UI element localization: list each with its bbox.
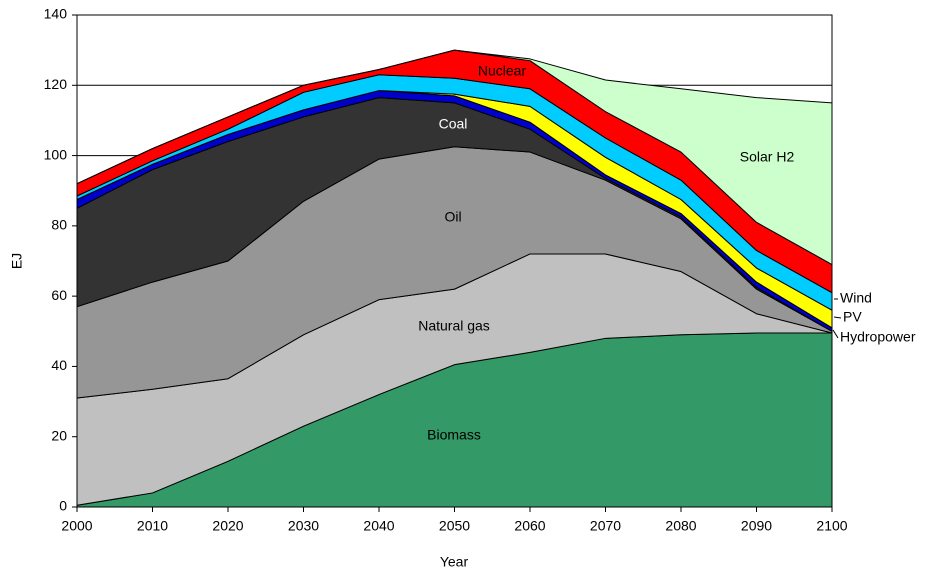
y-tick-label: 40 xyxy=(51,357,67,373)
y-tick-label: 140 xyxy=(44,6,68,22)
series-label: Solar H2 xyxy=(740,149,795,165)
y-tick-label: 120 xyxy=(44,76,68,92)
series-label: Wind xyxy=(840,290,872,306)
leader-line xyxy=(832,329,839,339)
x-tick-label: 2040 xyxy=(363,518,394,534)
y-tick-label: 60 xyxy=(51,287,67,303)
x-tick-label: 2090 xyxy=(741,518,772,534)
series-label: Nuclear xyxy=(478,63,527,79)
y-tick-label: 80 xyxy=(51,217,67,233)
x-tick-label: 2050 xyxy=(439,518,470,534)
x-tick-label: 2030 xyxy=(288,518,319,534)
x-tick-label: 2080 xyxy=(665,518,696,534)
y-tick-label: 100 xyxy=(44,146,68,162)
x-axis-label: Year xyxy=(440,554,469,570)
x-tick-label: 2100 xyxy=(816,518,847,534)
plot-frame xyxy=(76,14,833,508)
series-label: Coal xyxy=(439,116,468,132)
x-tick-label: 2010 xyxy=(137,518,168,534)
leader-line xyxy=(833,316,842,319)
y-axis-label: EJ xyxy=(9,253,25,269)
y-tick-label: 20 xyxy=(51,427,67,443)
x-tick-label: 2020 xyxy=(212,518,243,534)
series-label: PV xyxy=(843,309,862,325)
y-tick-label: 0 xyxy=(59,498,67,514)
x-tick-label: 2000 xyxy=(61,518,92,534)
series-label: Natural gas xyxy=(418,318,490,334)
series-label: Hydropower xyxy=(840,329,916,345)
series-label: Oil xyxy=(444,209,461,225)
x-tick-label: 2060 xyxy=(514,518,545,534)
x-tick-label: 2070 xyxy=(590,518,621,534)
series-label: Biomass xyxy=(427,427,481,443)
